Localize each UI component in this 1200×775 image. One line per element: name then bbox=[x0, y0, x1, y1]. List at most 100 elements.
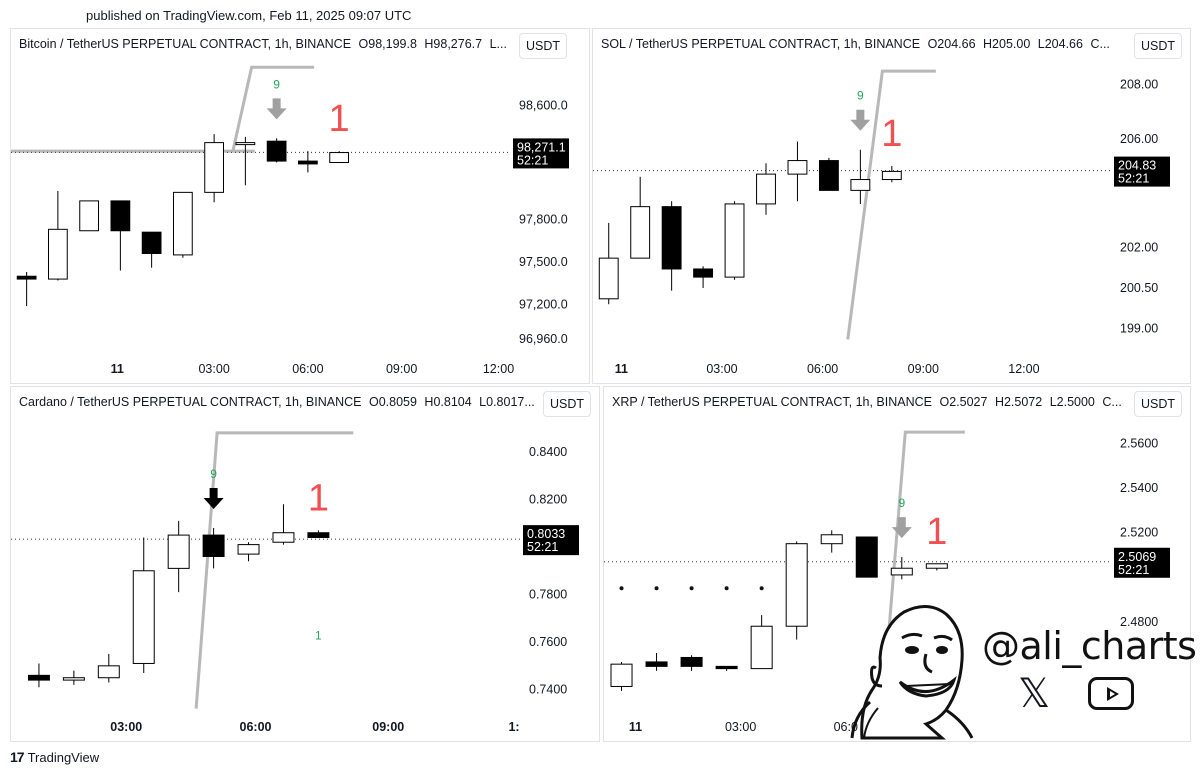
down-arrow-icon bbox=[266, 98, 287, 120]
y-tick-label: 96,960.0 bbox=[519, 332, 568, 346]
candle-body bbox=[298, 160, 318, 165]
chart-title: SOL / TetherUS PERPETUAL CONTRACT, 1h, B… bbox=[601, 37, 1114, 51]
y-tick-label: 0.8400 bbox=[529, 445, 567, 459]
candle-countdown: 52:21 bbox=[517, 153, 548, 167]
x-tick-label: 03:00 bbox=[706, 362, 737, 376]
candle-countdown: 52:21 bbox=[527, 540, 558, 554]
candle-countdown: 52:21 bbox=[1118, 563, 1149, 577]
tradingview-name: TradingView bbox=[27, 749, 100, 765]
chart-title: Cardano / TetherUS PERPETUAL CONTRACT, 1… bbox=[19, 395, 539, 409]
open-value: O204.66 bbox=[927, 37, 976, 51]
x-tick-label: 09:00 bbox=[386, 362, 417, 376]
x-tick-label: 11 bbox=[615, 362, 628, 376]
chart-title: Bitcoin / TetherUS PERPETUAL CONTRACT, 1… bbox=[19, 37, 511, 51]
candle-body bbox=[818, 160, 839, 191]
high-value: H0.8104 bbox=[424, 395, 472, 409]
last-price-value: 2.5069 bbox=[1118, 550, 1156, 564]
candle-body bbox=[110, 200, 131, 232]
tradingview-logo[interactable]: 17 TradingView bbox=[10, 749, 99, 765]
chart-panel-cardano[interactable]: Cardano / TetherUS PERPETUAL CONTRACT, 1… bbox=[10, 386, 600, 742]
symbol-label: XRP / TetherUS PERPETUAL CONTRACT, 1h, B… bbox=[612, 395, 933, 409]
y-tick-label: 2.5200 bbox=[1120, 526, 1158, 540]
currency-button[interactable]: USDT bbox=[519, 33, 567, 59]
chart-title: XRP / TetherUS PERPETUAL CONTRACT, 1h, B… bbox=[612, 395, 1126, 409]
candle-body bbox=[890, 567, 913, 576]
last-price-tag bbox=[513, 138, 569, 169]
chart-panel-bitcoin[interactable]: Bitcoin / TetherUS PERPETUAL CONTRACT, 1… bbox=[10, 28, 590, 384]
last-price-tag bbox=[1114, 547, 1170, 578]
last-price-value: 0.8033 bbox=[527, 527, 565, 541]
x-icon: 𝕏 bbox=[1018, 671, 1051, 717]
candle-body bbox=[204, 142, 224, 193]
symbol-label: Bitcoin / TetherUS PERPETUAL CONTRACT, 1… bbox=[19, 37, 352, 51]
candle-body bbox=[630, 206, 651, 259]
candle-body bbox=[97, 665, 120, 679]
marker-dot bbox=[619, 586, 624, 591]
y-tick-label: 0.7600 bbox=[529, 635, 567, 649]
td-one-label: 1 bbox=[926, 511, 947, 553]
candle-body bbox=[756, 173, 776, 205]
candlestick-chart: 0.8400 0.8200 0.7800 0.7600 0.7400 03:00 06:00… bbox=[11, 431, 579, 734]
open-value: O2.5027 bbox=[939, 395, 988, 409]
currency-button[interactable]: USDT bbox=[543, 391, 591, 417]
symbol-label: Cardano / TetherUS PERPETUAL CONTRACT, 1… bbox=[19, 395, 362, 409]
trend-line bbox=[231, 65, 315, 152]
x-tick-label: 12:00 bbox=[1008, 362, 1039, 376]
x-tick-label: 03:00 bbox=[110, 720, 142, 734]
candle-body bbox=[62, 677, 85, 681]
candle-body bbox=[881, 170, 902, 181]
x-tick-label: 1: bbox=[508, 720, 519, 734]
x-tick-label: 06:00 bbox=[292, 362, 323, 376]
trend-line bbox=[194, 431, 354, 709]
candle-body bbox=[167, 534, 190, 569]
down-arrow-icon bbox=[850, 109, 871, 131]
candle-body bbox=[272, 532, 295, 543]
td-one-label: 1 bbox=[329, 98, 350, 140]
candle-body bbox=[724, 203, 745, 278]
candle-body bbox=[173, 191, 193, 256]
candle-body bbox=[925, 563, 948, 569]
chart-panel-sol[interactable]: SOL / TetherUS PERPETUAL CONTRACT, 1h, B… bbox=[592, 28, 1191, 384]
candle-body bbox=[141, 231, 162, 254]
y-tick-label: 206.00 bbox=[1120, 132, 1158, 146]
y-tick-label: 0.7400 bbox=[529, 683, 567, 697]
last-price-value: 98,271.1 bbox=[517, 140, 566, 154]
x-tick-label: 09:00 bbox=[908, 362, 939, 376]
y-tick-label: 97,800.0 bbox=[519, 212, 568, 226]
td-nine-label: 9 bbox=[210, 467, 217, 481]
low-value: L204.66 bbox=[1037, 37, 1083, 51]
y-tick-label: 2.4800 bbox=[1120, 615, 1158, 629]
youtube-icon bbox=[1088, 677, 1134, 710]
y-tick-label: 208.00 bbox=[1120, 78, 1158, 92]
y-tick-label: 97,500.0 bbox=[519, 255, 568, 269]
currency-button[interactable]: USDT bbox=[1134, 391, 1182, 417]
high-value: H98,276.7 bbox=[424, 37, 483, 51]
candlestick-chart: 208.00 206.00 202.00 200.50 199.00 11 03:00 06:… bbox=[593, 69, 1170, 376]
candle-body bbox=[237, 544, 260, 555]
currency-button[interactable]: USDT bbox=[1134, 33, 1182, 59]
close-value: C... bbox=[1102, 395, 1122, 409]
candle-body bbox=[27, 674, 50, 681]
y-tick-label: 0.8200 bbox=[529, 492, 567, 506]
x-tick-label: 03:00 bbox=[725, 720, 756, 734]
candle-body bbox=[79, 200, 99, 232]
low-value: L2.5000 bbox=[1049, 395, 1095, 409]
marker-dot bbox=[759, 586, 764, 591]
avatar-face-icon bbox=[850, 605, 974, 740]
trend-line bbox=[846, 69, 936, 340]
candle-body bbox=[307, 532, 330, 538]
candle-body bbox=[48, 228, 68, 280]
symbol-label: SOL / TetherUS PERPETUAL CONTRACT, 1h, B… bbox=[601, 37, 921, 51]
candlestick-chart: 98,600.0 97,800.0 97,500.0 97,200.0 96,960.0… bbox=[11, 65, 569, 376]
td-nine-label: 9 bbox=[273, 77, 280, 91]
high-value: H205.00 bbox=[983, 37, 1031, 51]
candle-body bbox=[235, 142, 256, 146]
x-tick-label: 06:00 bbox=[807, 362, 838, 376]
marker-dot bbox=[654, 586, 659, 591]
high-value: H2.5072 bbox=[994, 395, 1043, 409]
candle-body bbox=[202, 534, 225, 557]
low-value: L0.8017... bbox=[479, 395, 535, 409]
candle-body bbox=[132, 570, 155, 664]
x-tick-label: 09:00 bbox=[372, 720, 404, 734]
x-tick-label: 12:00 bbox=[483, 362, 514, 376]
